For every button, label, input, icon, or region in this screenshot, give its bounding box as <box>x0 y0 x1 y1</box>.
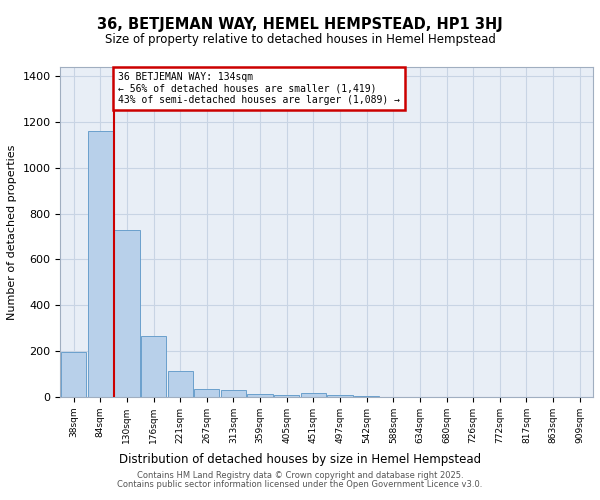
Text: Contains public sector information licensed under the Open Government Licence v3: Contains public sector information licen… <box>118 480 482 489</box>
Bar <box>247 394 273 397</box>
Text: 36 BETJEMAN WAY: 134sqm
← 56% of detached houses are smaller (1,419)
43% of semi: 36 BETJEMAN WAY: 134sqm ← 56% of detache… <box>118 72 400 105</box>
Bar <box>88 131 113 397</box>
Bar <box>274 395 299 397</box>
Bar <box>301 393 326 397</box>
Bar <box>141 336 166 397</box>
Bar <box>61 352 86 397</box>
Bar <box>167 370 193 397</box>
Text: Contains HM Land Registry data © Crown copyright and database right 2025.: Contains HM Land Registry data © Crown c… <box>137 471 463 480</box>
Bar <box>328 395 353 397</box>
Text: Distribution of detached houses by size in Hemel Hempstead: Distribution of detached houses by size … <box>119 452 481 466</box>
Text: 36, BETJEMAN WAY, HEMEL HEMPSTEAD, HP1 3HJ: 36, BETJEMAN WAY, HEMEL HEMPSTEAD, HP1 3… <box>97 18 503 32</box>
Text: Size of property relative to detached houses in Hemel Hempstead: Size of property relative to detached ho… <box>104 32 496 46</box>
Bar <box>114 230 140 397</box>
Bar <box>194 389 220 397</box>
Y-axis label: Number of detached properties: Number of detached properties <box>7 144 17 320</box>
Bar <box>221 390 246 397</box>
